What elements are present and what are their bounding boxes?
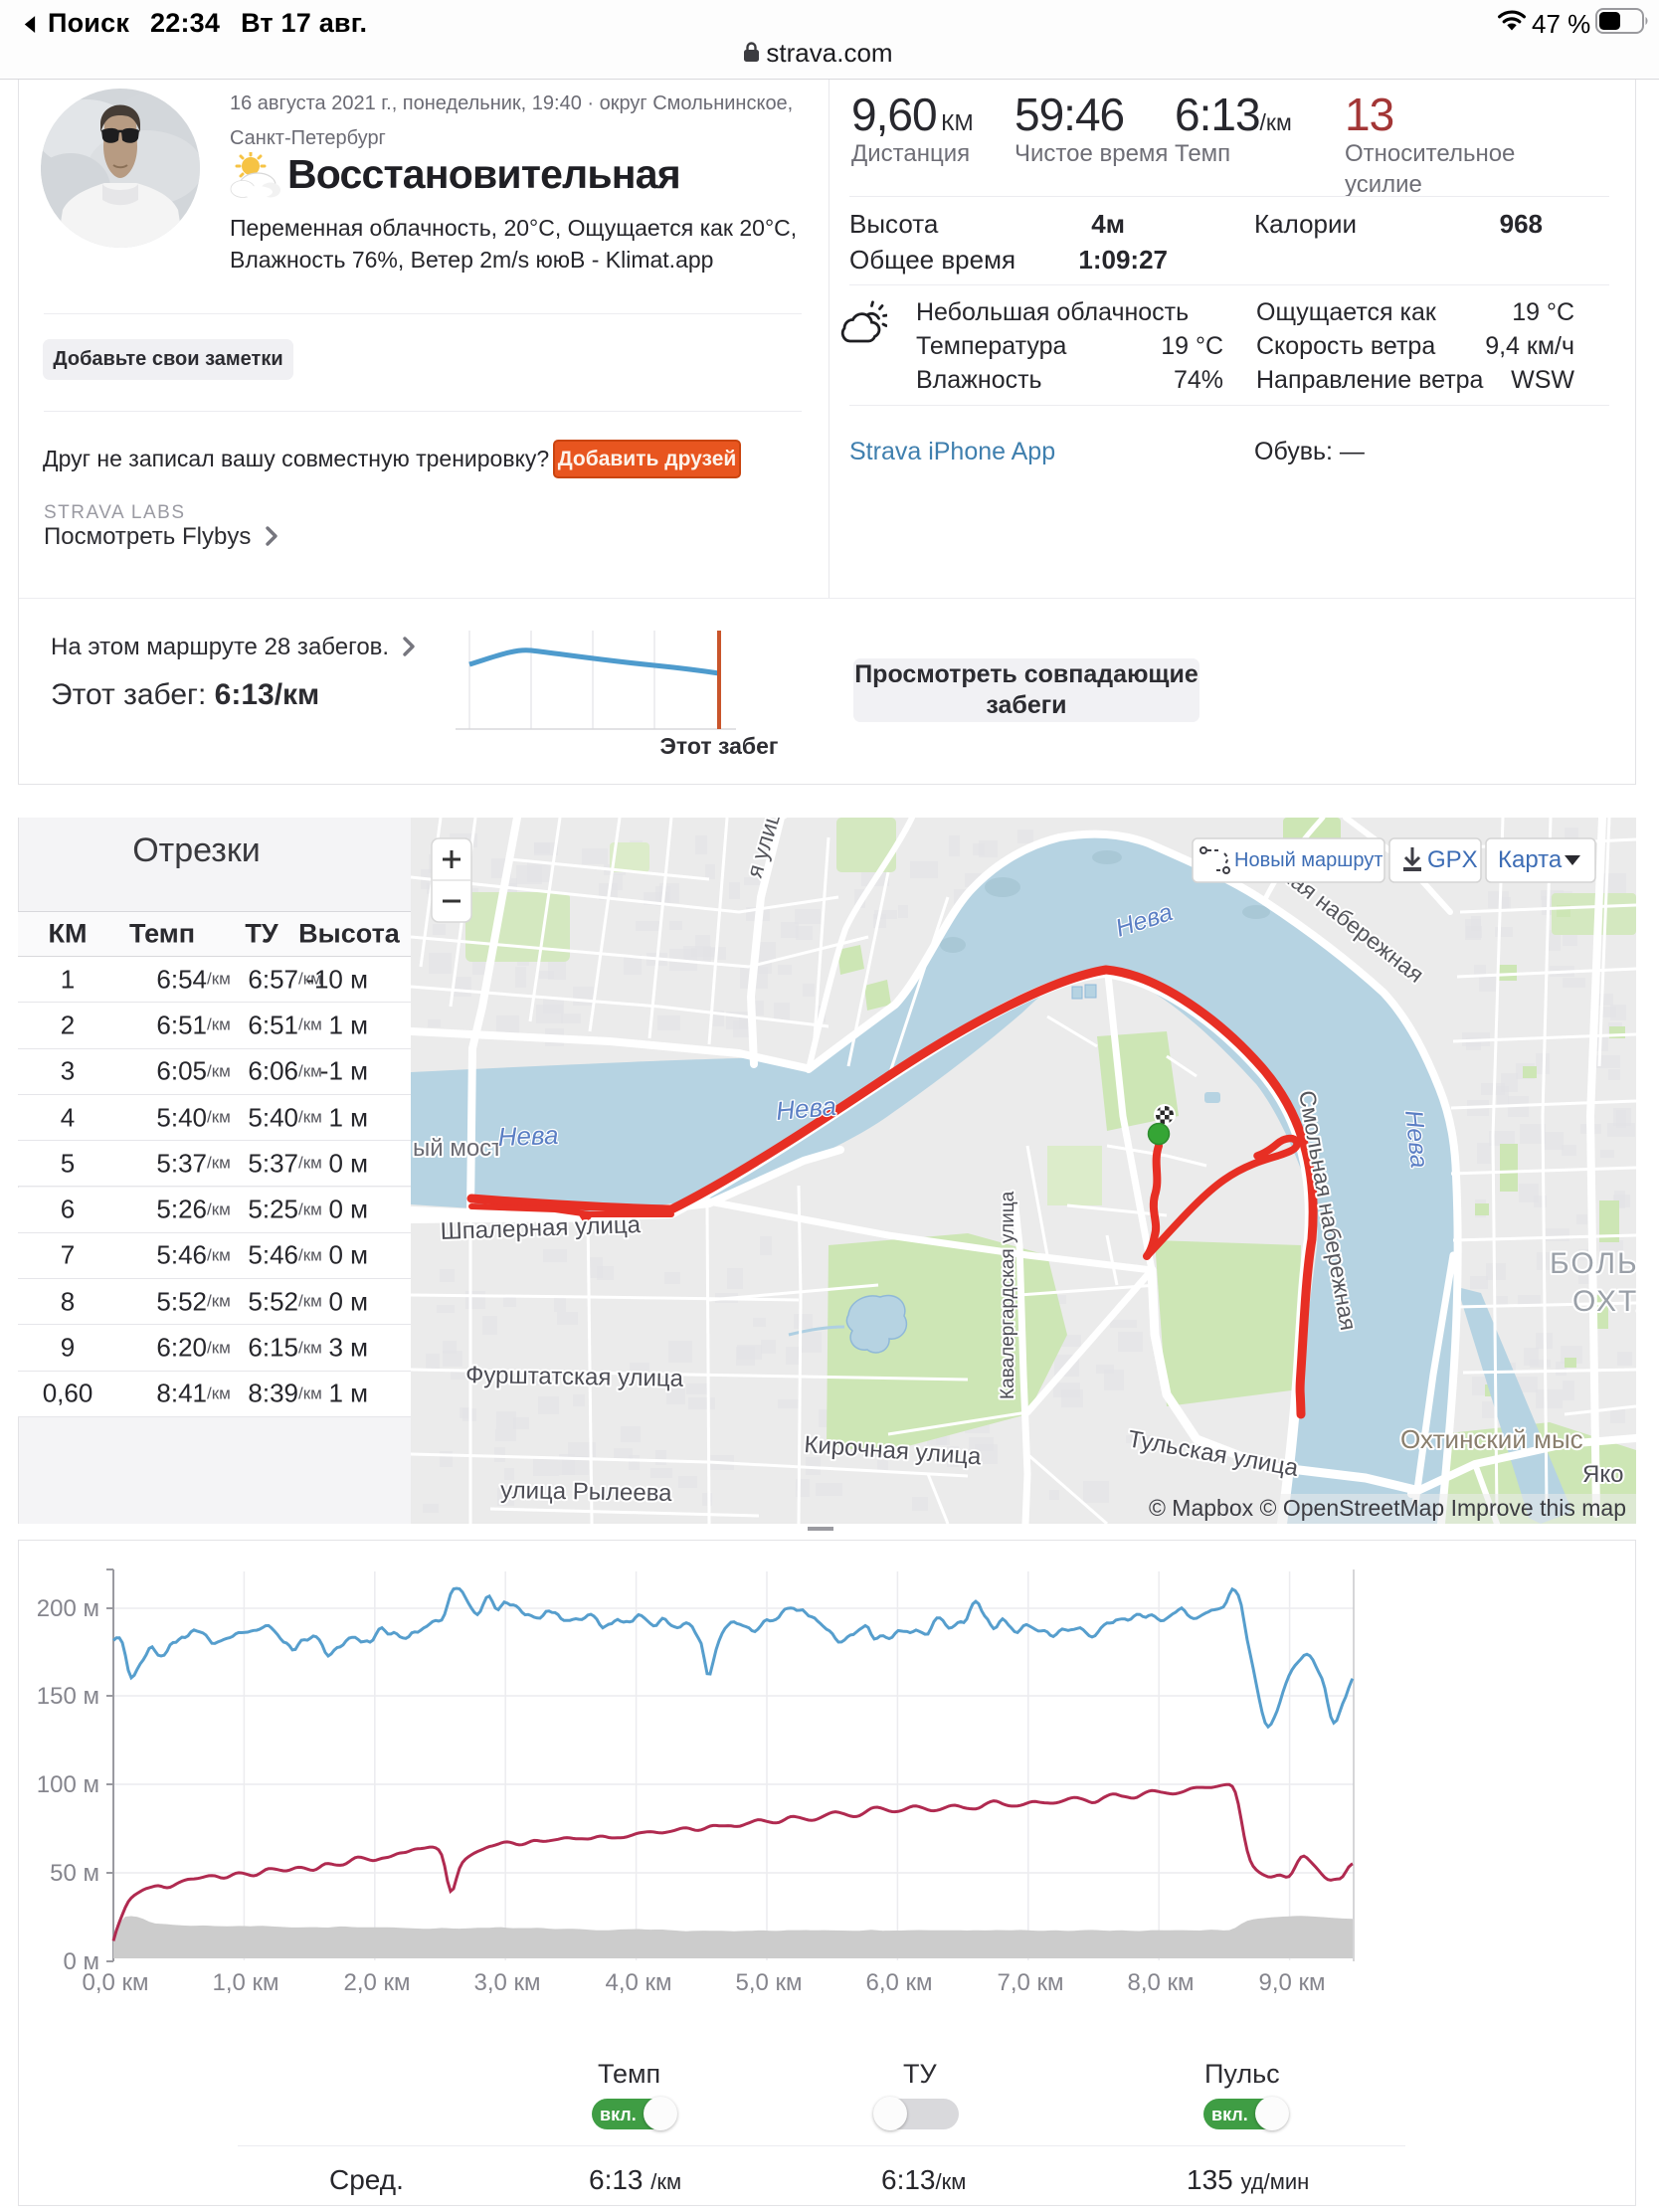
svg-text:ый мост: ый мост [413,1135,502,1162]
svg-text:Охтинский мыс: Охтинский мыс [1400,1424,1583,1454]
svg-text:1,0 км: 1,0 км [212,1969,278,1996]
svg-text:Кавалергардская улица: Кавалергардская улица [998,1191,1018,1399]
svg-text:8,0 км: 8,0 км [1127,1969,1194,1996]
svg-text:6,0 км: 6,0 км [865,1969,932,1996]
svg-text:Этот забег: Этот забег [660,733,779,759]
svg-text:9,0 км: 9,0 км [1258,1969,1325,1996]
svg-text:2,0 км: 2,0 км [343,1969,410,1996]
svg-text:Новый маршрут: Новый маршрут [1234,849,1382,871]
svg-text:© Mapbox © OpenStreetMap Impro: © Mapbox © OpenStreetMap Improve this ma… [1149,1495,1626,1521]
svg-text:Нева: Нева [775,1091,837,1126]
svg-text:Карта: Карта [1498,846,1563,873]
svg-text:улица Рылеева: улица Рылеева [500,1477,673,1507]
svg-text:Фурштатская улица: Фурштатская улица [465,1362,684,1392]
svg-text:0 м: 0 м [63,1948,99,1975]
svg-text:7,0 км: 7,0 км [997,1969,1063,1996]
svg-text:Нева: Нева [1399,1109,1433,1170]
svg-text:200 м: 200 м [37,1595,99,1622]
svg-text:Нева: Нева [497,1120,559,1152]
svg-text:5,0 км: 5,0 км [735,1969,802,1996]
svg-text:4,0 км: 4,0 км [605,1969,671,1996]
svg-text:50 м: 50 м [50,1860,99,1887]
svg-text:GPX: GPX [1427,846,1478,873]
svg-text:0,0 км: 0,0 км [82,1969,148,1996]
svg-text:БОЛЬШ: БОЛЬШ [1550,1247,1636,1280]
svg-text:3,0 км: 3,0 км [473,1969,540,1996]
svg-text:ОХТА: ОХТА [1572,1285,1636,1318]
svg-text:150 м: 150 м [37,1683,99,1710]
svg-text:Яко: Яко [1582,1461,1623,1488]
svg-text:100 м: 100 м [37,1771,99,1798]
